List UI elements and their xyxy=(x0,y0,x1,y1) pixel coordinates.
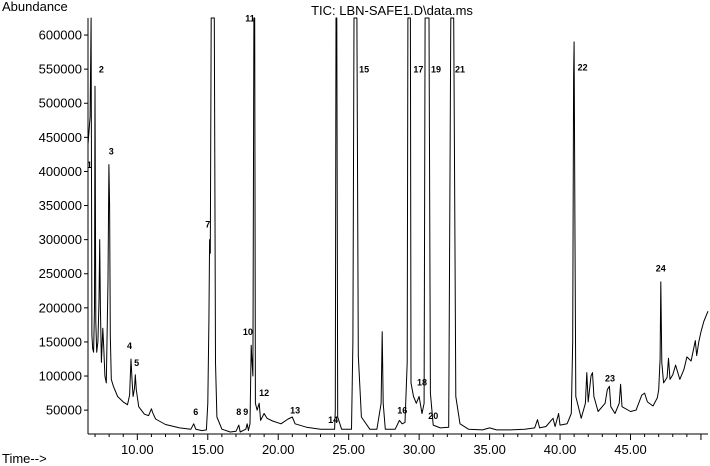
peak-label: 5 xyxy=(134,358,139,368)
x-ticks: 10.00 15.00 20.00 25.00 30.00 35.00 40.00 45.00 xyxy=(94,434,702,457)
peak-label: 21 xyxy=(455,65,465,75)
x-tick-label: 30.00 xyxy=(403,442,436,457)
x-tick-label: 15.00 xyxy=(191,442,224,457)
peak-label: 10 xyxy=(243,327,253,337)
peak-label: 2 xyxy=(99,65,104,75)
chart-title: TIC: LBN-SAFE1.D\data.ms xyxy=(311,3,473,18)
y-tick-label: 350000 xyxy=(39,198,82,213)
y-ticks: 50000 100000 150000 200000 250000 300000 35000… xyxy=(39,28,88,418)
peak-label: 16 xyxy=(397,406,407,416)
x-tick-label: 10.00 xyxy=(121,442,154,457)
peak-label: 4 xyxy=(127,341,132,351)
peak-label: 20 xyxy=(428,411,438,421)
peak-label: 22 xyxy=(578,63,588,73)
peak-label: 24 xyxy=(656,264,666,274)
x-tick-label: 35.00 xyxy=(473,442,506,457)
peak-label: 7 xyxy=(205,219,210,229)
peak-label: 18 xyxy=(417,378,427,388)
y-tick-label: 200000 xyxy=(39,300,82,315)
peak-label: 15 xyxy=(359,65,369,75)
y-tick-label: 150000 xyxy=(39,334,82,349)
x-tick-label: 25.00 xyxy=(332,442,365,457)
peak-label: 14 xyxy=(328,415,338,425)
tic-trace xyxy=(87,17,709,433)
y-tick-label: 300000 xyxy=(39,232,82,247)
peak-label: 13 xyxy=(290,406,300,416)
x-tick-label: 20.00 xyxy=(262,442,295,457)
peak-label: 17 xyxy=(413,65,423,75)
peak-label: 6 xyxy=(193,407,198,417)
peak-label: 9 xyxy=(243,407,248,417)
y-tick-label: 400000 xyxy=(39,164,82,179)
peak-label: 23 xyxy=(605,373,615,383)
x-tick-label: 40.00 xyxy=(544,442,577,457)
x-axis-label: Time--> xyxy=(2,451,47,466)
peak-label: 19 xyxy=(431,65,441,75)
y-tick-label: 550000 xyxy=(39,62,82,77)
y-tick-label: 250000 xyxy=(39,266,82,281)
y-tick-label: 450000 xyxy=(39,130,82,145)
peak-label: 1 xyxy=(87,160,92,170)
axes xyxy=(87,18,708,435)
y-tick-label: 50000 xyxy=(46,403,82,418)
y-tick-label: 600000 xyxy=(39,28,82,43)
peak-label: 8 xyxy=(236,407,241,417)
peak-label: 12 xyxy=(259,388,269,398)
y-tick-label: 500000 xyxy=(39,96,82,111)
y-tick-label: 100000 xyxy=(39,369,82,384)
y-axis-label: Abundance xyxy=(2,0,68,14)
x-tick-label: 45.00 xyxy=(614,442,647,457)
series-group xyxy=(87,17,709,433)
peak-label: 3 xyxy=(109,146,114,156)
peak-label: 11 xyxy=(245,13,255,23)
